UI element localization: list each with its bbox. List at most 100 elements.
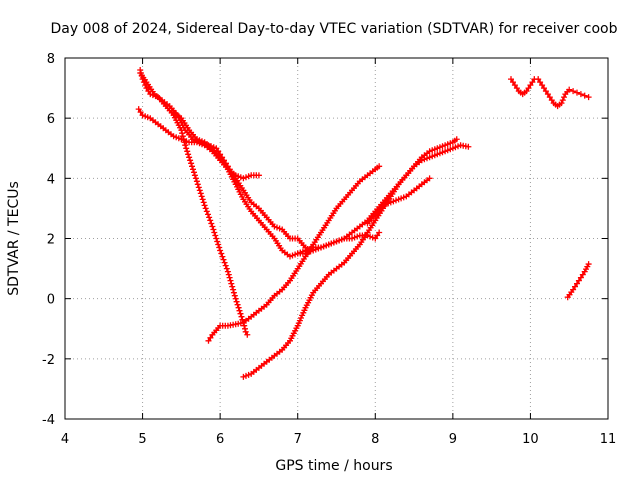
data-point [218, 250, 225, 257]
data-point [187, 157, 194, 164]
data-point [192, 175, 199, 182]
data-series-group [508, 76, 592, 110]
data-point [230, 286, 237, 293]
tick-labels: 4 5 6 7 8 9 10 11 -4 -2 0 2 4 6 8 [42, 52, 616, 447]
data-point [219, 253, 226, 260]
data-point [230, 289, 237, 296]
data-series-group [205, 163, 383, 344]
data-point [453, 136, 460, 143]
data-point [197, 190, 204, 197]
data-point [137, 109, 144, 116]
data-point [561, 94, 567, 101]
data-point [214, 238, 221, 245]
data-point [202, 205, 209, 212]
data-point [570, 88, 577, 95]
data-point [195, 184, 202, 191]
x-axis-label: GPS time / hours [275, 458, 392, 474]
y-tick-label: 4 [47, 172, 55, 187]
data-point [238, 313, 245, 320]
data-point [183, 145, 190, 152]
y-axis-label: SDTVAR / TECUs [6, 181, 22, 296]
data-point [211, 229, 218, 236]
data-point [226, 274, 233, 281]
data-point [237, 310, 244, 317]
x-tick-label: 7 [294, 432, 302, 447]
data-point [232, 295, 239, 302]
data-point [227, 277, 234, 284]
data-series [135, 67, 592, 380]
data-point [574, 89, 580, 96]
grid-lines [65, 58, 608, 419]
data-point [225, 271, 232, 278]
x-tick-label: 9 [449, 432, 457, 447]
data-point [210, 226, 217, 233]
data-point [203, 208, 210, 215]
data-point [234, 301, 241, 308]
data-point [585, 94, 592, 101]
data-point [239, 316, 246, 323]
data-point [189, 163, 195, 170]
data-point [244, 331, 251, 338]
data-point [190, 166, 196, 173]
chart-title: Day 008 of 2024, Sidereal Day-to-day VTE… [51, 21, 618, 37]
data-point [208, 220, 215, 227]
plot-frame [64, 57, 609, 420]
data-point [207, 217, 214, 224]
data-point [212, 232, 219, 239]
data-point [206, 214, 213, 221]
data-point [205, 211, 211, 218]
data-point [585, 261, 592, 268]
data-point [376, 229, 383, 236]
data-point [566, 86, 573, 93]
x-tick-label: 11 [600, 432, 617, 447]
data-point [215, 241, 222, 248]
data-point [217, 247, 224, 254]
data-point [198, 193, 205, 200]
data-point [558, 100, 565, 107]
data-point [242, 325, 248, 332]
data-point [179, 130, 186, 137]
data-point [182, 142, 189, 149]
data-point [188, 160, 195, 167]
data-point [228, 280, 235, 287]
y-tick-label: 2 [47, 233, 55, 248]
data-point [224, 268, 231, 275]
y-tick-label: 0 [47, 293, 55, 308]
data-point [220, 256, 227, 263]
data-point [184, 148, 191, 155]
data-point [216, 244, 223, 251]
data-point [426, 175, 433, 182]
data-point [200, 199, 207, 206]
data-point [222, 262, 229, 269]
data-point [465, 143, 472, 150]
x-tick-label: 4 [61, 432, 69, 447]
data-point [201, 202, 208, 209]
data-point [191, 172, 198, 179]
data-point [581, 92, 588, 99]
data-point [231, 292, 238, 299]
data-point [185, 151, 192, 158]
data-point [221, 259, 228, 266]
data-point [213, 235, 220, 242]
data-point [376, 163, 383, 170]
y-tick-label: -4 [42, 413, 55, 428]
x-tick-label: 6 [216, 432, 224, 447]
data-point [209, 223, 216, 230]
x-tick-label: 10 [522, 432, 539, 447]
data-series-group [364, 175, 433, 227]
data-point [196, 187, 203, 194]
y-tick-label: 6 [47, 112, 55, 127]
data-point [229, 283, 236, 290]
data-point [236, 307, 243, 314]
data-point [577, 91, 584, 98]
data-series-group [294, 136, 460, 257]
data-point [235, 304, 242, 311]
x-tick-label: 8 [371, 432, 379, 447]
data-point [255, 172, 262, 179]
data-point [559, 97, 566, 104]
data-point [223, 265, 230, 272]
data-point [186, 154, 193, 161]
y-tick-label: -2 [42, 353, 55, 368]
